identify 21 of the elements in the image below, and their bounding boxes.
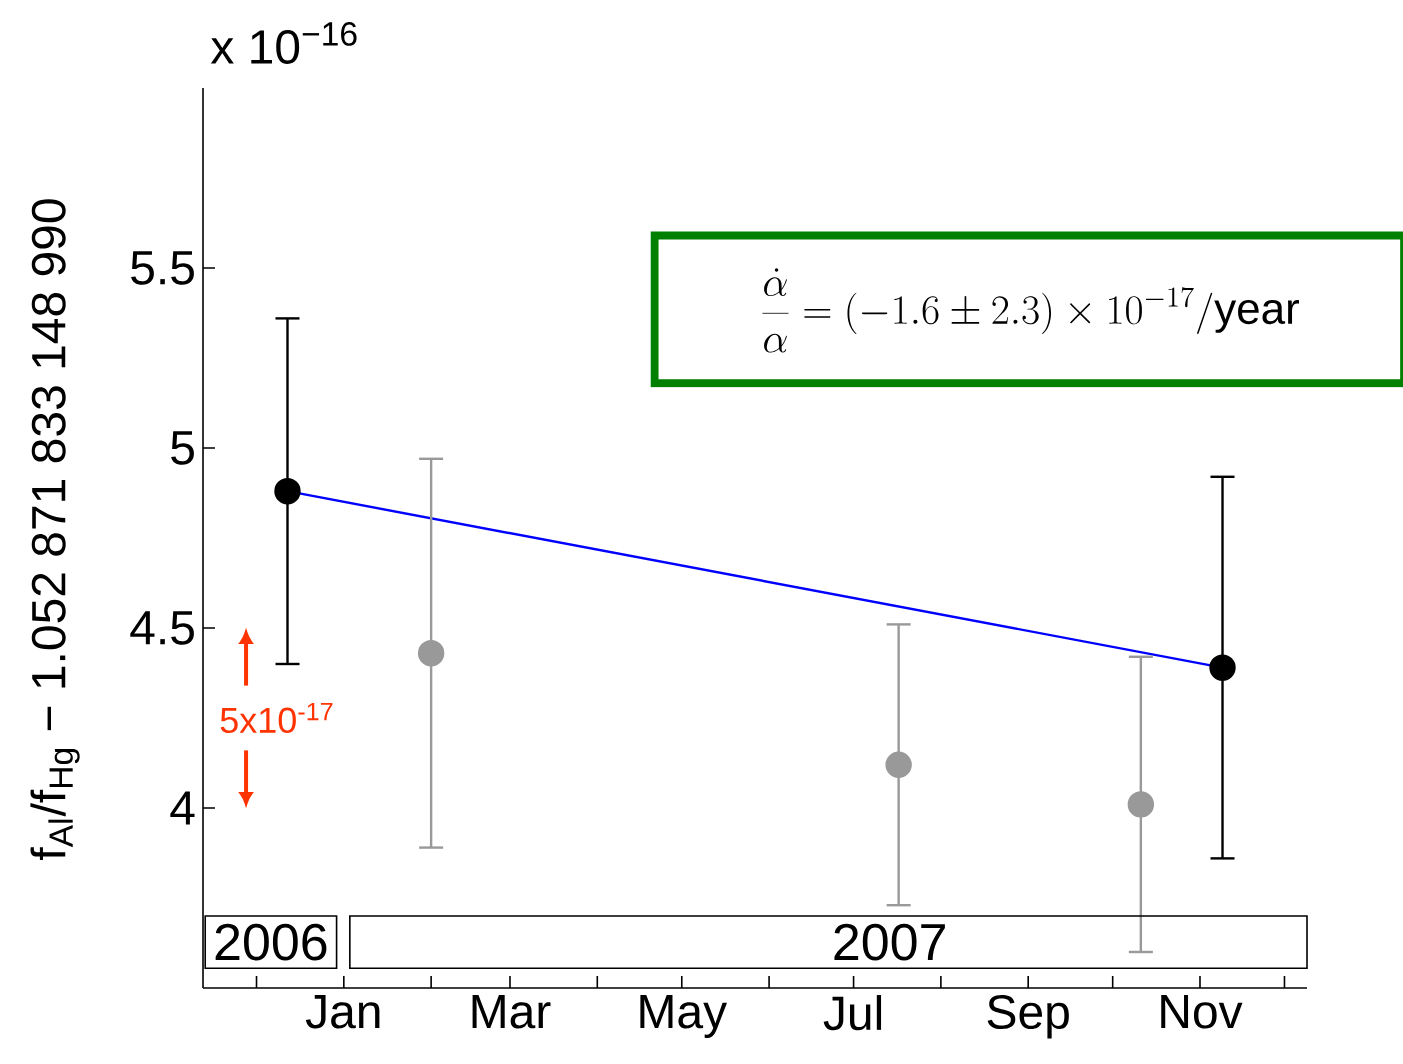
- x-tick-label: Sep: [987, 995, 1069, 1039]
- y-tick-label: 5: [171, 431, 194, 465]
- text: x 10$^{−16}$: [210, 21, 357, 64]
- point: [417, 639, 445, 667]
- y-tick-label: 4.5: [130, 611, 194, 645]
- point: [1127, 791, 1155, 818]
- annotation: 2007: [834, 923, 945, 961]
- point: [885, 751, 912, 778]
- annotation: 5x10$^{-17}$: [220, 702, 333, 734]
- x-tick-label: Jan: [305, 995, 380, 1029]
- point: [1209, 654, 1236, 681]
- annotation: 2006: [215, 923, 327, 961]
- point: [274, 477, 301, 505]
- y-tick-label: 4: [170, 791, 195, 825]
- annotation: $\frac{\dot{\alpha}}{\alpha} = (-1.6 \pm 2.3) \times 10^{-17}/\mathrm{year}$: [762, 268, 1300, 353]
- x-tick-label: May: [640, 995, 728, 1039]
- x-tick-label: Nov: [1161, 995, 1243, 1029]
- y-axis-title: f$_{Al}$/f$_{Hg}$ − 1.052 871 833 148 990: [30, 199, 80, 860]
- y-tick-label: 5.5: [131, 251, 194, 285]
- x-tick-label: Mar: [472, 995, 551, 1029]
- x-tick-label: Jul: [823, 995, 882, 1031]
